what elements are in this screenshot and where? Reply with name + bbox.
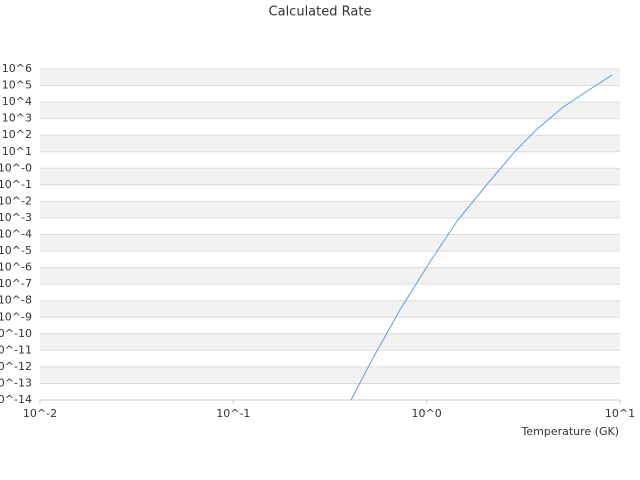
y-tick-label: 10^-12 [0,360,32,373]
y-tick-label: 10^4 [2,95,32,108]
x-axis-label: Temperature (GK) [521,425,620,438]
grid-band [40,366,620,384]
y-tick-label: 10^3 [2,112,32,125]
grid-band [40,69,620,86]
grid-band [40,102,620,119]
grid-band [40,201,620,218]
grid-band [40,135,620,152]
chart-title: Calculated Rate [269,5,372,20]
grid-band [40,333,620,351]
y-tick-label: 10^-8 [0,294,32,307]
y-tick-label: 10^-14 [0,393,32,406]
x-tick-label: 10^0 [412,407,442,420]
y-tick-label: 10^6 [2,62,32,75]
x-tick-label: 10^-1 [216,407,250,420]
grid-band [40,267,620,285]
x-tick-label: 10^-2 [23,407,57,420]
y-tick-label: 10^-9 [0,310,32,323]
y-tick-label: 10^1 [2,145,32,158]
y-tick-label: 10^5 [2,79,32,92]
y-tick-label: 10^-11 [0,343,32,356]
y-tick-label: 10^-2 [0,194,32,207]
y-tick-label: 10^-6 [0,261,32,274]
x-tick-label: 10^1 [605,407,635,420]
grid-band [40,234,620,252]
y-tick-label: 10^-13 [0,376,32,389]
y-tick-label: 10^-1 [0,178,32,191]
y-tick-label: 10^-3 [0,211,32,224]
grid-band [40,300,620,318]
y-tick-label: 10^-0 [0,161,32,174]
y-tick-label: 10^-5 [0,244,32,257]
y-tick-label: 10^-10 [0,327,32,340]
y-tick-label: 10^-4 [0,228,32,241]
y-tick-label: 10^2 [2,128,32,141]
grid-band [40,168,620,185]
y-tick-label: 10^-7 [0,277,32,290]
data-line [350,74,613,401]
